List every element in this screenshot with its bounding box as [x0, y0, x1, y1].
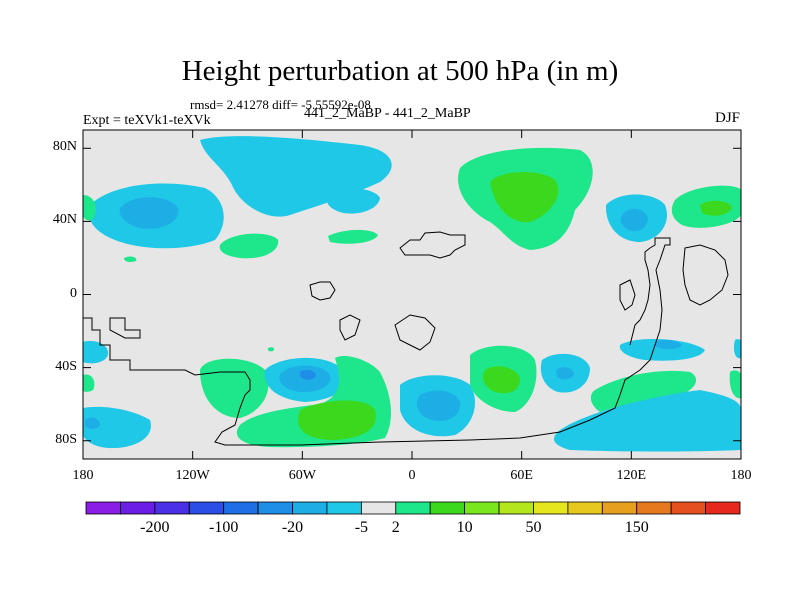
coastline — [309, 281, 336, 301]
contour-blob — [490, 171, 559, 223]
contour-blob — [267, 347, 275, 352]
x-tick-label: 180 — [730, 468, 752, 483]
colorbar-swatch — [85, 501, 121, 515]
contour-blob — [655, 339, 682, 349]
colorbar-swatch — [360, 501, 397, 515]
contour-blob — [83, 340, 109, 364]
coastline — [682, 244, 729, 306]
contour-blob — [620, 208, 648, 232]
contour-blob — [554, 390, 741, 452]
coastline-outlines — [83, 231, 729, 446]
colorbar-swatch — [292, 501, 328, 515]
coastline — [83, 237, 671, 446]
colorbar-label: 10 — [456, 519, 473, 536]
colorbar-swatch — [154, 501, 190, 515]
contour-blob — [700, 200, 732, 216]
x-tick-label: 120E — [616, 468, 647, 483]
coastline — [109, 317, 141, 339]
colorbar-swatch — [670, 501, 706, 515]
experiment-label: Expt = teXVk1-teXVk — [83, 113, 211, 128]
contour-blob — [733, 339, 741, 359]
contour-blob — [200, 358, 269, 418]
colorbar — [85, 501, 741, 515]
coastline — [619, 279, 636, 311]
colorbar-swatch — [533, 501, 569, 515]
contour-blob — [729, 370, 741, 399]
contour-blob — [83, 374, 95, 392]
x-tick-label: 120W — [175, 468, 210, 483]
colorbar-swatch — [705, 501, 741, 515]
x-tick-label: 60W — [288, 468, 316, 483]
colorbar-swatch — [636, 501, 672, 515]
x-tick-label: 60E — [510, 468, 533, 483]
y-tick-label: 80N — [52, 139, 77, 155]
contour-blob — [619, 338, 705, 361]
contour-blob — [83, 406, 151, 449]
colorbar-swatch — [498, 501, 534, 515]
contour-blob — [85, 417, 100, 429]
y-tick-label: 0 — [70, 285, 77, 301]
y-tick-label: 40S — [55, 358, 77, 374]
contour-blob — [326, 188, 380, 214]
contour-blob — [300, 369, 316, 380]
colorbar-swatch — [567, 501, 603, 515]
contour-blob — [119, 197, 179, 229]
colorbar-swatch — [257, 501, 293, 515]
contour-blob — [219, 233, 279, 259]
contour-blob — [124, 256, 137, 262]
y-tick-label: 80S — [55, 431, 77, 447]
colorbar-label: -100 — [209, 519, 239, 536]
season-label: DJF — [714, 110, 740, 126]
x-tick-label: 180 — [72, 468, 94, 483]
colorbar-swatch — [188, 501, 225, 515]
coastline — [399, 231, 466, 259]
colorbar-label: 150 — [624, 519, 649, 536]
coastline — [339, 314, 361, 341]
colorbar-swatch — [120, 501, 156, 515]
contour-blob — [83, 195, 96, 221]
colorbar-swatch — [395, 501, 431, 515]
axis-ticks — [82, 130, 742, 459]
stats-text: rmsd= 2.41278 diff= -5.55592e-08 — [190, 97, 371, 112]
subtitle: 441_2_MaBP - 441_2_MaBP — [304, 106, 471, 121]
contour-blob — [483, 366, 521, 394]
contour-fields — [83, 136, 741, 452]
colorbar-label: 2 — [391, 519, 400, 536]
colorbar-label: -5 — [354, 519, 369, 536]
contour-blob — [416, 390, 461, 421]
contour-blob — [556, 367, 574, 380]
contour-blob — [328, 229, 378, 244]
colorbar-swatch — [223, 501, 259, 515]
contour-blob — [298, 400, 376, 440]
colorbar-label: -200 — [140, 519, 170, 536]
colorbar-swatch — [429, 501, 466, 515]
colorbar-label: 50 — [525, 519, 542, 536]
colorbar-label: -20 — [281, 519, 304, 536]
y-tick-label: 40N — [52, 212, 77, 228]
x-tick-label: 0 — [408, 468, 416, 483]
colorbar-swatch — [326, 501, 362, 515]
colorbar-swatch — [464, 501, 500, 515]
coastline — [394, 314, 436, 351]
colorbar-swatch — [601, 501, 638, 515]
map-title: Height perturbation at 500 hPa (in m) — [181, 55, 619, 87]
